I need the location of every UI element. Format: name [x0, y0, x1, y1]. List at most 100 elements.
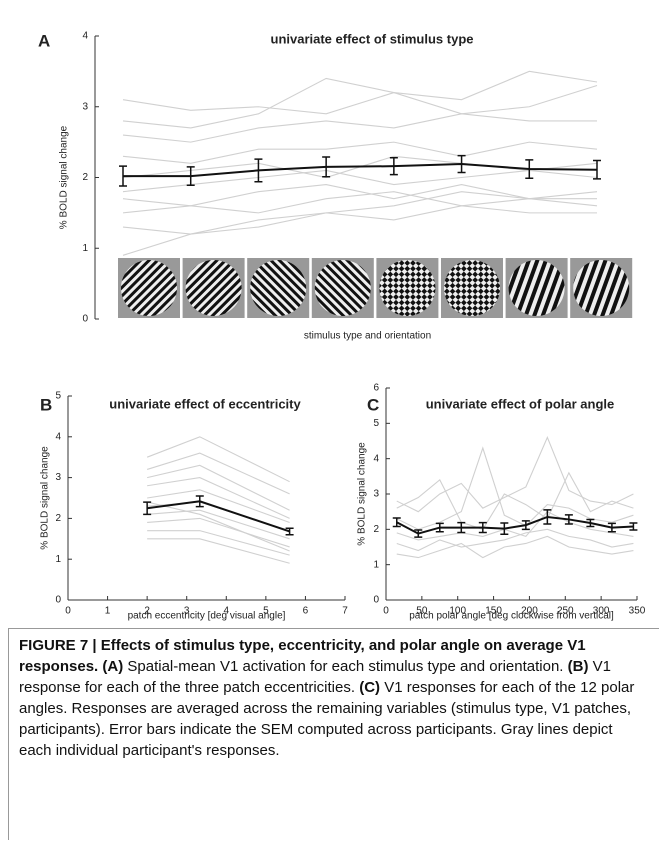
participant-line — [122, 184, 598, 207]
y-tick-label: 1 — [373, 559, 379, 570]
stimulus-pattern — [314, 260, 371, 316]
participant-line — [396, 510, 634, 541]
participant-line — [396, 446, 634, 530]
x-tick-label: 200 — [521, 606, 538, 617]
stimulus-pattern — [250, 260, 307, 316]
x-axis-label: patch eccentricity [deg visual angle] — [128, 611, 286, 622]
y-tick-label: 1 — [55, 554, 61, 565]
x-tick-label: 3 — [184, 606, 190, 617]
error-bar — [195, 495, 204, 508]
participant-line — [122, 191, 597, 256]
y-tick-label: 2 — [55, 513, 61, 524]
y-tick-label: 6 — [373, 383, 379, 394]
x-tick-label: 4 — [224, 606, 230, 617]
y-tick-label: 0 — [55, 595, 61, 606]
stimulus-pattern — [508, 260, 565, 316]
participant-line — [147, 530, 290, 556]
y-tick-label: 2 — [373, 524, 379, 535]
x-tick-label: 6 — [303, 606, 309, 617]
error-bar — [525, 159, 534, 179]
error-bar — [629, 522, 638, 531]
participant-line — [122, 191, 598, 214]
x-tick-label: 0 — [65, 606, 71, 617]
participant-line — [147, 477, 290, 519]
charts: 0 1 2 3 4 univariate effect of stimulus type A… — [38, 31, 646, 622]
error-bar — [457, 154, 466, 174]
x-tick-label: 150 — [485, 606, 502, 617]
error-bar — [607, 522, 616, 533]
error-bar — [186, 166, 195, 187]
caption-part-label: (C) — [359, 679, 381, 696]
x-tick-label: 5 — [263, 606, 269, 617]
y-tick-label: 0 — [82, 314, 88, 325]
y-tick-label: 2 — [82, 172, 88, 183]
x-tick-label: 250 — [557, 606, 574, 617]
error-bar — [543, 509, 552, 525]
y-tick-label: 4 — [82, 31, 88, 42]
y-tick-label: 4 — [55, 431, 61, 442]
caption-part-label: (A) — [102, 658, 124, 675]
stimulus-pattern — [121, 260, 177, 316]
error-bar — [586, 518, 595, 528]
y-tick-label: 3 — [55, 472, 61, 483]
chart-title: univariate effect of eccentricity — [109, 396, 301, 411]
participant-line — [122, 205, 597, 235]
error-bar — [478, 521, 487, 534]
y-axis-label: % BOLD signal change — [40, 446, 51, 550]
participant-line — [396, 436, 634, 513]
error-bar — [119, 165, 127, 187]
x-axis-label: stimulus type and orientation — [304, 331, 431, 342]
y-axis-label: % BOLD signal change — [357, 442, 368, 546]
y-tick-label: 1 — [82, 243, 88, 254]
participant-line — [146, 452, 290, 495]
caption-title: FIGURE 7 | Effects of stimulus type, ecc… — [19, 637, 586, 675]
error-bar — [322, 156, 331, 178]
participant-line — [147, 517, 290, 548]
stimulus-pattern — [573, 260, 630, 316]
error-bar — [414, 529, 423, 538]
participant-line — [147, 489, 290, 523]
y-tick-label: 0 — [373, 595, 379, 606]
x-tick-label: 350 — [629, 606, 646, 617]
y-tick-label: 3 — [373, 489, 379, 500]
participant-line — [122, 162, 598, 193]
error-bar — [564, 514, 573, 525]
y-tick-label: 3 — [82, 101, 88, 112]
caption: FIGURE 7 | Effects of stimulus type, ecc… — [8, 628, 659, 840]
participant-line — [122, 141, 598, 164]
caption-part-text: V1 response for each of the three patch … — [19, 658, 611, 696]
panel-label: A — [38, 31, 50, 50]
x-tick-label: 300 — [593, 606, 610, 617]
participant-line — [146, 436, 290, 483]
error-bar — [521, 520, 530, 531]
mean-line — [123, 163, 598, 178]
stimulus-pattern — [379, 260, 436, 316]
x-tick-label: 100 — [449, 606, 466, 617]
participant-line — [147, 464, 290, 511]
chart-title: univariate effect of stimulus type — [271, 31, 474, 46]
caption-part-text: Spatial-mean V1 activation for each stim… — [127, 658, 564, 675]
participant-line — [147, 538, 290, 564]
participant-line — [147, 509, 290, 540]
error-bar — [143, 501, 152, 516]
y-tick-label: 5 — [373, 418, 379, 429]
mean-line — [396, 515, 634, 535]
panel-label: B — [40, 395, 52, 414]
error-bar — [392, 517, 401, 528]
error-bar — [389, 156, 398, 176]
x-tick-label: 2 — [144, 606, 150, 617]
panel-label: C — [367, 395, 379, 414]
error-bar — [593, 159, 601, 180]
error-bar — [500, 522, 509, 536]
chart-title: univariate effect of polar angle — [426, 396, 615, 411]
error-bar — [435, 522, 444, 533]
participant-line — [396, 528, 634, 552]
participant-line — [122, 85, 598, 115]
y-tick-label: 5 — [55, 391, 61, 402]
caption-part-text: V1 responses for each of the 12 polar an… — [19, 679, 635, 759]
error-bar — [254, 158, 263, 183]
caption-part-label: (B) — [567, 658, 589, 675]
stimulus-pattern — [444, 260, 500, 316]
participant-line — [396, 535, 634, 559]
